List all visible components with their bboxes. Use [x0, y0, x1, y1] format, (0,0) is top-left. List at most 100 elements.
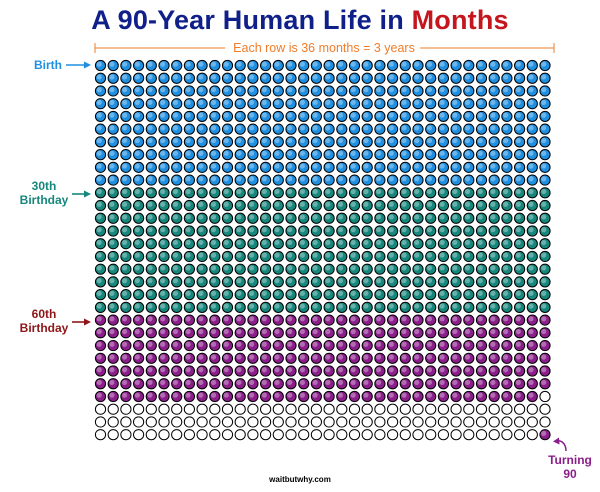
month-circle-highlight: [109, 99, 115, 105]
month-circle: [247, 250, 259, 263]
month-circle: [272, 85, 284, 97]
month-circle-highlight: [337, 265, 344, 271]
month-circle-highlight: [261, 367, 267, 373]
month-circle: [475, 59, 488, 72]
month-circle-highlight: [490, 188, 496, 195]
month-circle: [539, 225, 551, 237]
month-circle: [488, 314, 500, 326]
month-circle: [94, 263, 107, 275]
month-circle-highlight: [274, 61, 280, 67]
month-circle-highlight: [185, 239, 191, 246]
month-circle-highlight: [134, 176, 140, 182]
month-circle-highlight: [160, 303, 166, 309]
month-circle: [272, 212, 284, 224]
month-circle-highlight: [109, 201, 115, 207]
month-circle: [463, 429, 475, 441]
month-circle-highlight: [528, 74, 534, 80]
month-circle-highlight: [541, 99, 547, 105]
month-circle-highlight: [439, 201, 445, 207]
month-circle-highlight: [96, 112, 102, 118]
month-circle: [183, 59, 195, 72]
month-circle-highlight: [477, 74, 483, 80]
month-circle-highlight: [426, 201, 432, 207]
month-circle: [285, 276, 297, 288]
month-circle-highlight: [350, 99, 356, 105]
month-circle-highlight: [515, 341, 521, 347]
month-circle: [298, 161, 310, 173]
month-circle: [221, 289, 234, 301]
month-circle-highlight: [426, 290, 432, 296]
month-circle: [463, 110, 475, 123]
month-circle-highlight: [337, 214, 344, 220]
month-circle: [107, 174, 119, 186]
month-circle: [437, 301, 449, 313]
month-circle: [336, 98, 348, 110]
month-circle: [183, 403, 195, 415]
month-circle: [374, 225, 386, 237]
month-circle: [133, 174, 145, 186]
month-circle: [348, 416, 361, 428]
month-circle-highlight: [503, 137, 509, 144]
month-circle: [145, 123, 157, 135]
month-circle: [475, 136, 488, 148]
month-circle-highlight: [299, 163, 305, 169]
month-circle-highlight: [198, 125, 204, 131]
month-circle: [450, 289, 462, 301]
month-circle-highlight: [528, 137, 534, 144]
month-circle: [463, 314, 475, 326]
month-circle-highlight: [249, 239, 255, 246]
month-circle-highlight: [96, 341, 102, 347]
month-circle: [260, 187, 272, 199]
month-circle: [133, 136, 145, 148]
month-circle: [539, 365, 551, 377]
month-circle-highlight: [249, 61, 255, 67]
month-circle-highlight: [541, 328, 547, 335]
month-circle: [361, 327, 373, 339]
month-circle-highlight: [287, 99, 293, 105]
month-circle: [361, 149, 373, 161]
month-circle-highlight: [236, 227, 242, 233]
month-circle-highlight: [477, 316, 483, 322]
month-circle: [120, 390, 132, 403]
month-circle: [158, 365, 170, 377]
month-circle-highlight: [337, 137, 344, 144]
month-circle: [539, 250, 551, 263]
month-circle-highlight: [261, 201, 267, 207]
month-circle-highlight: [134, 137, 140, 144]
month-circle: [463, 289, 475, 301]
month-circle-highlight: [414, 316, 420, 322]
month-circle-highlight: [109, 341, 115, 347]
month-circle-highlight: [490, 367, 496, 373]
month-circle: [260, 212, 272, 224]
month-circle-highlight: [249, 278, 255, 284]
month-circle: [437, 187, 449, 199]
month-circle-highlight: [287, 290, 293, 296]
sixtieth-label-line1: 60th: [32, 307, 57, 321]
month-circle-highlight: [160, 341, 166, 347]
month-circle-highlight: [147, 201, 153, 207]
month-circle-highlight: [337, 328, 344, 335]
month-circle: [247, 136, 259, 148]
month-circle-highlight: [185, 176, 191, 182]
month-circle-highlight: [147, 379, 153, 386]
month-circle-highlight: [198, 290, 204, 296]
month-circle: [298, 352, 310, 364]
month-circle: [501, 59, 513, 72]
month-circle: [361, 98, 373, 110]
month-circle: [234, 250, 246, 263]
month-circle-highlight: [515, 379, 521, 386]
month-circle: [145, 110, 157, 123]
month-circle-highlight: [172, 176, 178, 182]
month-circle: [120, 149, 132, 161]
month-circle-highlight: [363, 392, 369, 398]
month-circle: [107, 429, 119, 441]
month-circle: [488, 72, 500, 84]
month-circle-highlight: [350, 201, 356, 207]
month-circle-highlight: [198, 188, 204, 195]
month-circle: [310, 110, 322, 123]
month-circle: [234, 174, 246, 186]
month-circle-highlight: [96, 239, 102, 246]
month-circle: [514, 301, 526, 313]
month-circle-highlight: [388, 290, 394, 296]
month-circle: [247, 327, 259, 339]
